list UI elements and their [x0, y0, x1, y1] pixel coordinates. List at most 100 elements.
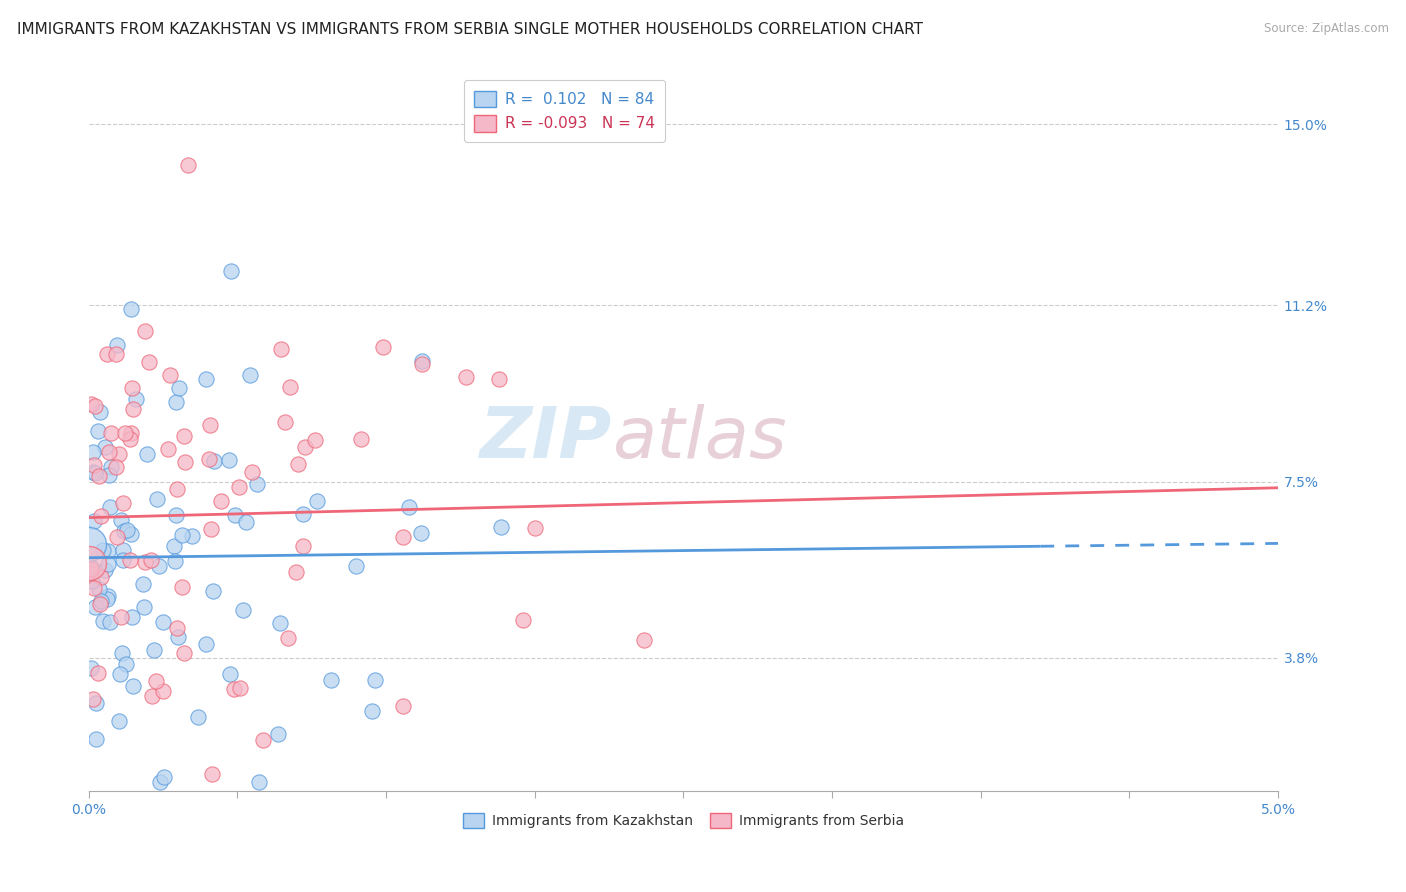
Point: [135, 447, 157, 461]
Point: [77, 556, 100, 570]
Point: [105, 460, 128, 475]
Point: [134, 555, 156, 569]
Point: [360, 704, 382, 718]
Point: [82, 465, 104, 479]
Point: [107, 447, 129, 461]
Point: [148, 559, 170, 574]
Point: [392, 530, 415, 544]
Point: [112, 496, 135, 510]
Point: [83, 514, 105, 528]
Point: [84, 696, 107, 710]
Point: [83, 581, 105, 595]
Text: ZIP: ZIP: [479, 404, 612, 474]
Point: [292, 539, 315, 553]
Point: [90, 570, 112, 584]
Point: [523, 521, 546, 535]
Point: [132, 599, 155, 614]
Point: [148, 774, 170, 789]
Point: [108, 666, 131, 681]
Point: [120, 526, 142, 541]
Point: [83, 400, 105, 414]
Point: [80, 562, 103, 576]
Point: [163, 539, 186, 553]
Point: [344, 559, 367, 574]
Point: [173, 646, 195, 660]
Point: [222, 682, 245, 697]
Point: [122, 679, 145, 693]
Point: [218, 453, 240, 467]
Point: [278, 380, 301, 394]
Point: [277, 632, 299, 646]
Point: [97, 589, 120, 603]
Point: [141, 553, 163, 567]
Point: [166, 630, 188, 644]
Point: [218, 667, 240, 681]
Point: [270, 343, 292, 357]
Point: [146, 492, 169, 507]
Point: [77, 536, 100, 550]
Point: [97, 558, 120, 572]
Point: [145, 674, 167, 689]
Legend: Immigrants from Kazakhstan, Immigrants from Serbia: Immigrants from Kazakhstan, Immigrants f…: [457, 808, 910, 834]
Point: [166, 622, 188, 636]
Point: [84, 600, 107, 615]
Point: [165, 554, 187, 568]
Point: [287, 457, 309, 471]
Point: [200, 418, 222, 433]
Point: [307, 494, 329, 508]
Point: [170, 528, 193, 542]
Point: [105, 338, 128, 352]
Point: [98, 444, 121, 458]
Text: Source: ZipAtlas.com: Source: ZipAtlas.com: [1264, 22, 1389, 36]
Point: [142, 643, 165, 657]
Point: [98, 615, 121, 629]
Point: [198, 452, 221, 467]
Point: [398, 500, 420, 514]
Point: [141, 689, 163, 703]
Point: [104, 347, 127, 361]
Point: [84, 466, 107, 480]
Point: [274, 415, 297, 429]
Point: [202, 454, 225, 468]
Point: [166, 483, 188, 497]
Point: [235, 515, 257, 529]
Point: [228, 681, 250, 696]
Point: [84, 732, 107, 747]
Point: [350, 432, 373, 446]
Point: [87, 469, 110, 483]
Point: [82, 692, 104, 706]
Point: [121, 381, 143, 395]
Point: [246, 477, 269, 491]
Text: atlas: atlas: [612, 404, 787, 474]
Point: [112, 552, 135, 566]
Point: [110, 513, 132, 527]
Point: [108, 714, 131, 728]
Point: [90, 594, 112, 608]
Point: [87, 582, 110, 596]
Point: [100, 425, 122, 440]
Point: [80, 660, 103, 674]
Point: [187, 710, 209, 724]
Point: [411, 357, 433, 371]
Point: [364, 673, 387, 687]
Point: [201, 767, 224, 781]
Point: [82, 444, 104, 458]
Point: [489, 520, 512, 534]
Point: [173, 455, 195, 469]
Point: [165, 508, 187, 523]
Point: [110, 646, 132, 660]
Point: [267, 726, 290, 740]
Point: [110, 610, 132, 624]
Point: [194, 637, 217, 651]
Point: [194, 372, 217, 386]
Point: [131, 577, 153, 591]
Point: [89, 405, 111, 419]
Point: [80, 566, 103, 580]
Point: [488, 371, 510, 385]
Point: [120, 302, 142, 317]
Point: [115, 657, 138, 671]
Point: [138, 355, 160, 369]
Point: [292, 507, 315, 521]
Point: [173, 429, 195, 443]
Point: [97, 544, 120, 558]
